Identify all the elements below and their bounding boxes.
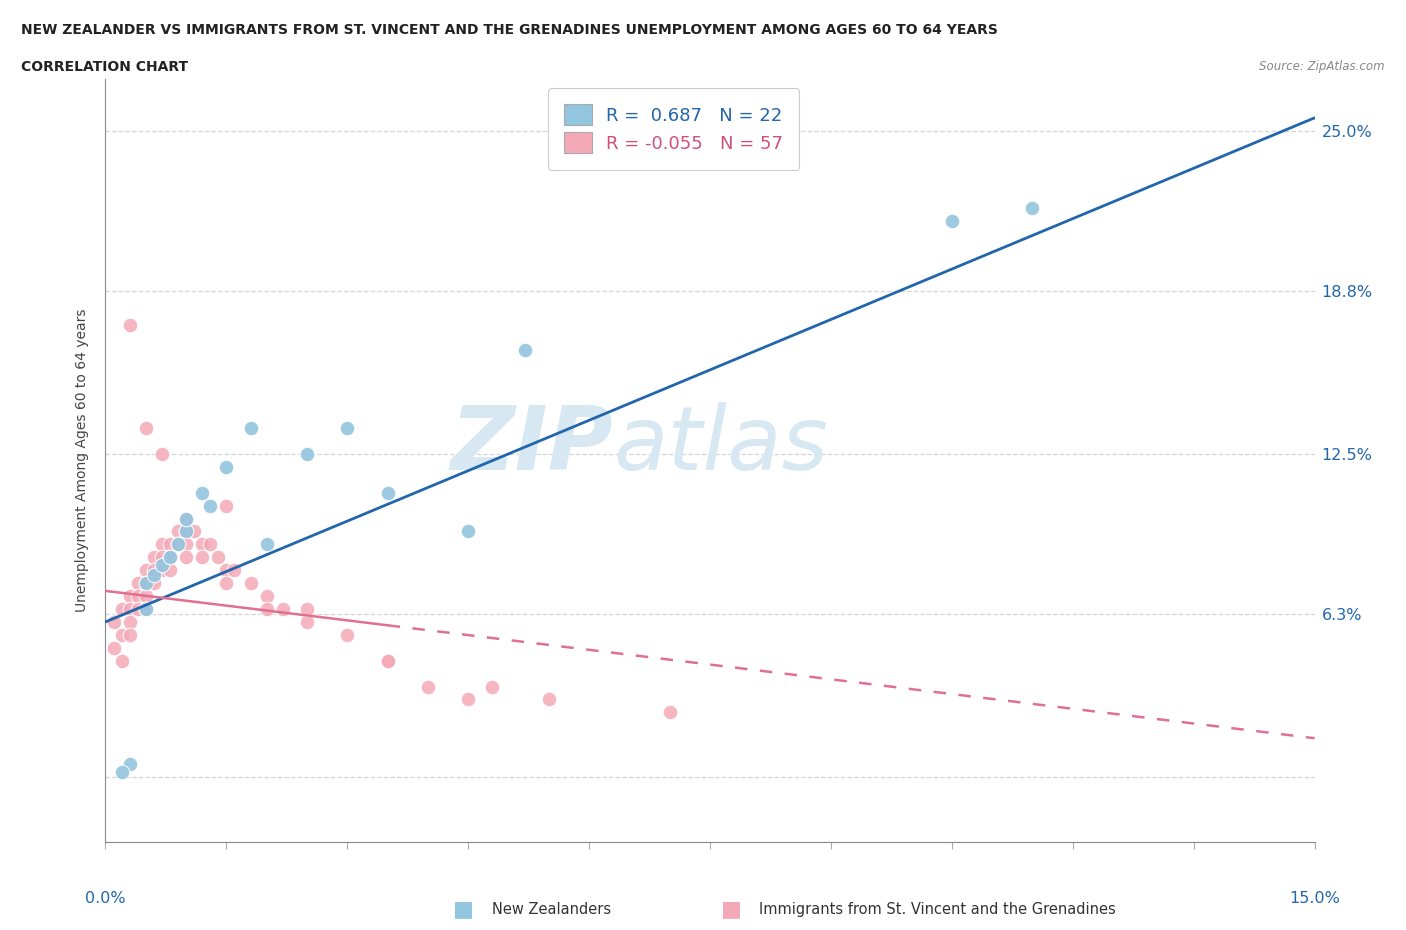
Point [142,568,165,583]
Point [110,602,132,617]
Point [135,602,157,617]
Point [416,679,439,694]
Point [118,589,141,604]
Point [537,692,560,707]
Point [167,537,190,551]
Point [200,498,222,513]
Point [377,653,399,668]
Text: Immigrants from St. Vincent and the Grenadines: Immigrants from St. Vincent and the Gren… [759,902,1116,917]
Point [271,602,294,617]
Text: 15.0%: 15.0% [1289,891,1340,906]
Point [135,576,157,591]
Point [174,512,197,526]
Point [215,498,238,513]
Point [142,550,165,565]
Y-axis label: Unemployment Among Ages 60 to 64 years: Unemployment Among Ages 60 to 64 years [76,309,90,612]
Text: Source: ZipAtlas.com: Source: ZipAtlas.com [1260,60,1385,73]
Point [110,764,132,779]
Point [167,537,190,551]
Point [127,576,149,591]
Text: ■: ■ [721,899,741,920]
Point [377,485,399,500]
Point [127,589,149,604]
Point [167,524,190,538]
Point [658,705,681,720]
Point [200,537,222,551]
Text: 0.0%: 0.0% [86,891,125,906]
Point [224,563,246,578]
Point [513,343,536,358]
Point [174,537,197,551]
Point [215,576,238,591]
Point [135,420,157,435]
Point [336,420,359,435]
Point [110,653,132,668]
Point [336,628,359,643]
Point [127,602,149,617]
Text: NEW ZEALANDER VS IMMIGRANTS FROM ST. VINCENT AND THE GRENADINES UNEMPLOYMENT AMO: NEW ZEALANDER VS IMMIGRANTS FROM ST. VIN… [21,23,998,37]
Point [118,615,141,630]
Point [103,615,125,630]
Point [239,420,262,435]
Point [103,641,125,656]
Point [150,446,173,461]
Point [183,524,205,538]
Legend: R =  0.687   N = 22, R = -0.055   N = 57: R = 0.687 N = 22, R = -0.055 N = 57 [548,88,799,169]
Text: CORRELATION CHART: CORRELATION CHART [21,60,188,74]
Point [215,563,238,578]
Point [457,692,479,707]
Point [159,550,181,565]
Text: ■: ■ [454,899,474,920]
Point [135,602,157,617]
Point [295,615,318,630]
Point [159,537,181,551]
Point [295,602,318,617]
Point [239,576,262,591]
Point [142,563,165,578]
Point [174,524,197,538]
Point [174,512,197,526]
Point [110,628,132,643]
Point [135,563,157,578]
Point [150,550,173,565]
Text: ZIP: ZIP [450,402,613,488]
Text: New Zealanders: New Zealanders [492,902,612,917]
Point [295,446,318,461]
Point [191,550,214,565]
Point [135,589,157,604]
Point [191,537,214,551]
Point [174,524,197,538]
Point [191,485,214,500]
Point [377,653,399,668]
Point [118,602,141,617]
Point [118,317,141,332]
Point [457,524,479,538]
Point [256,602,278,617]
Point [159,563,181,578]
Point [207,550,229,565]
Point [159,550,181,565]
Point [150,563,173,578]
Point [118,757,141,772]
Point [142,576,165,591]
Point [256,589,278,604]
Point [1021,201,1043,216]
Point [150,537,173,551]
Point [941,214,963,229]
Point [150,558,173,573]
Point [256,537,278,551]
Point [174,550,197,565]
Point [481,679,503,694]
Point [215,459,238,474]
Point [135,576,157,591]
Point [118,628,141,643]
Text: atlas: atlas [613,402,828,488]
